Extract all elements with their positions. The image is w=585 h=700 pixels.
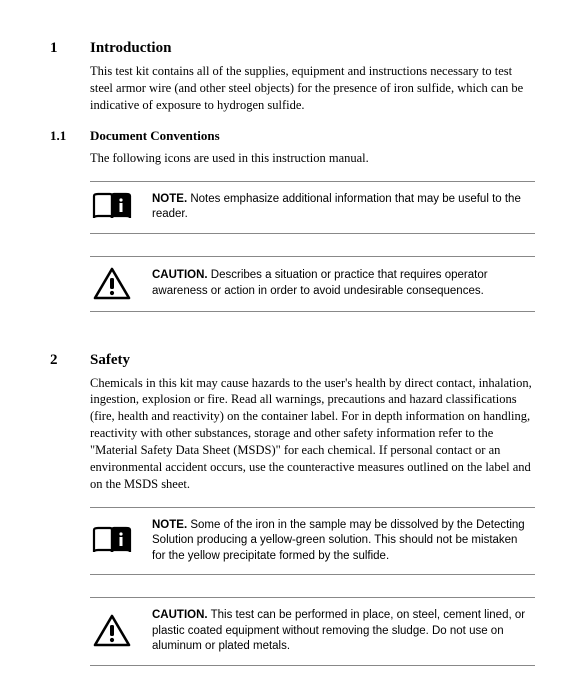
- section-heading: 2 Safety: [50, 352, 535, 369]
- caution-callout: CAUTION. Describes a situation or practi…: [90, 256, 535, 312]
- callout-label: NOTE.: [152, 193, 187, 205]
- section-heading: 1 Introduction: [50, 40, 535, 57]
- subsection-body: The following icons are used in this ins…: [90, 150, 535, 167]
- callout-body: This test can be performed in place, on …: [152, 609, 525, 652]
- subsection-number: 1.1: [50, 128, 90, 144]
- caution-callout: CAUTION. This test can be performed in p…: [90, 597, 535, 666]
- warning-triangle-icon: [90, 267, 134, 301]
- callout-text: CAUTION. This test can be performed in p…: [152, 608, 531, 655]
- warning-triangle-icon: [90, 614, 134, 648]
- callout-label: NOTE.: [152, 519, 187, 531]
- document-page: 1 Introduction This test kit contains al…: [0, 0, 585, 696]
- note-callout: NOTE. Notes emphasize additional informa…: [90, 181, 535, 234]
- section-body: This test kit contains all of the suppli…: [90, 63, 535, 114]
- section-number: 1: [50, 40, 90, 57]
- callout-text: NOTE. Some of the iron in the sample may…: [152, 518, 531, 565]
- callout-label: CAUTION.: [152, 269, 208, 281]
- callout-text: CAUTION. Describes a situation or practi…: [152, 268, 531, 299]
- section-title: Introduction: [90, 40, 171, 57]
- section-number: 2: [50, 352, 90, 369]
- book-info-icon: [90, 526, 134, 556]
- section-body: Chemicals in this kit may cause hazards …: [90, 375, 535, 493]
- book-info-icon: [90, 192, 134, 222]
- subsection-title: Document Conventions: [90, 128, 220, 144]
- section-title: Safety: [90, 352, 130, 369]
- callout-text: NOTE. Notes emphasize additional informa…: [152, 192, 531, 223]
- callout-label: CAUTION.: [152, 609, 208, 621]
- note-callout: NOTE. Some of the iron in the sample may…: [90, 507, 535, 576]
- callout-body: Notes emphasize additional information t…: [152, 193, 521, 221]
- callout-body: Some of the iron in the sample may be di…: [152, 519, 525, 562]
- subsection-heading: 1.1 Document Conventions: [50, 128, 535, 144]
